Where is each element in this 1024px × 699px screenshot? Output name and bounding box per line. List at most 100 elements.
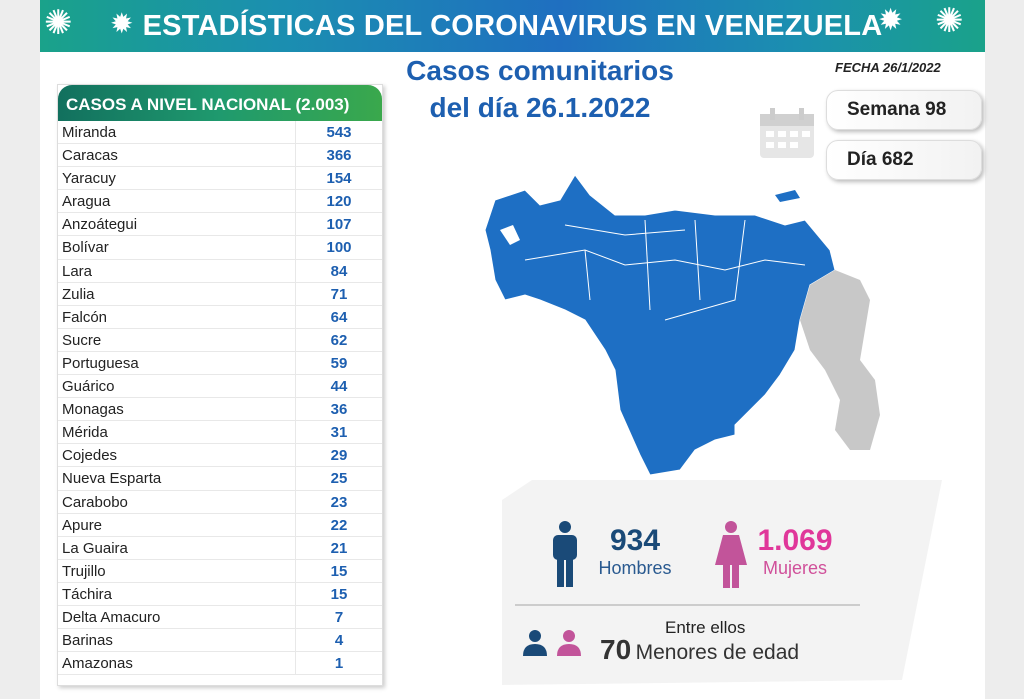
map-essequibo [800, 270, 880, 450]
case-count: 84 [330, 262, 348, 280]
case-count: 1 [334, 655, 344, 673]
state-name: Zulia [58, 282, 296, 305]
table-row: Sucre 62 [58, 328, 382, 352]
men-stat: 934 Hombres [590, 524, 680, 579]
date-label: FECHA 26/1/2022 [835, 60, 941, 75]
women-stat: 1.069 Mujeres [750, 524, 840, 579]
state-name: Aragua [58, 190, 296, 213]
case-count: 36 [330, 401, 348, 419]
state-name: Táchira [58, 582, 296, 605]
children-icon [523, 630, 581, 656]
minors-count: 70 [600, 634, 632, 665]
state-name: Mérida [58, 421, 296, 444]
case-count: 366 [326, 147, 352, 165]
virus-icon: ✺ [44, 4, 73, 42]
case-count: 31 [330, 424, 348, 442]
state-name: Carabobo [58, 490, 296, 513]
state-name: La Guaira [58, 536, 296, 559]
case-count: 100 [326, 239, 352, 257]
minors-label: Menores de edad [635, 641, 800, 664]
state-name: Barinas [58, 629, 296, 652]
table-row: Trujillo 15 [58, 559, 382, 583]
case-count: 21 [330, 539, 348, 557]
table-row: Lara 84 [58, 259, 382, 283]
table-row: Bolívar 100 [58, 236, 382, 260]
table-row: Miranda 543 [58, 121, 382, 145]
case-count: 22 [330, 516, 348, 534]
state-name: Trujillo [58, 559, 296, 582]
table-row: Delta Amacuro 7 [58, 605, 382, 630]
table-row: Amazonas 1 [58, 652, 382, 676]
table-row: Anzoátegui 107 [58, 213, 382, 237]
case-count: 543 [326, 124, 352, 141]
state-name: Amazonas [58, 652, 296, 675]
state-name: Yaracuy [58, 167, 296, 190]
state-name: Falcón [58, 305, 296, 328]
state-name: Delta Amacuro [58, 605, 296, 629]
state-name: Lara [58, 259, 296, 282]
state-name: Sucre [58, 328, 296, 351]
table-row: Barinas 4 [58, 629, 382, 653]
woman-icon [715, 521, 747, 588]
divider [515, 604, 860, 606]
case-count: 29 [330, 447, 348, 465]
table-row: Caracas 366 [58, 144, 382, 168]
table-row: La Guaira 21 [58, 536, 382, 560]
minors-stat: 70 Menores de edad [600, 634, 799, 666]
infographic: ✺ ✹ ESTADÍSTICAS DEL CORONAVIRUS EN VENE… [40, 0, 985, 699]
case-count: 154 [326, 170, 352, 188]
case-count: 7 [334, 608, 344, 626]
table-row: Cojedes 29 [58, 444, 382, 468]
virus-icon: ✹ [878, 4, 904, 37]
minors-intro: Entre ellos [665, 618, 746, 637]
state-name: Miranda [58, 121, 296, 144]
day-badge: Día 682 [826, 140, 982, 180]
case-count: 120 [326, 193, 352, 211]
case-count: 59 [330, 354, 348, 372]
virus-icon: ✺ [935, 2, 964, 40]
calendar-icon [760, 108, 814, 158]
state-name: Guárico [58, 375, 296, 398]
table-row: Táchira 15 [58, 582, 382, 606]
state-name: Monagas [58, 398, 296, 421]
cases-table: CASOS A NIVEL NACIONAL (2.003) Miranda 54… [57, 84, 383, 686]
table-header: CASOS A NIVEL NACIONAL (2.003) [58, 85, 382, 121]
case-count: 44 [330, 378, 348, 396]
state-name: Cojedes [58, 444, 296, 467]
men-label: Hombres [598, 558, 672, 578]
page-title: ESTADÍSTICAS DEL CORONAVIRUS EN VENEZUEL… [142, 10, 883, 42]
subtitle: Casos comunitarios del día 26.1.2022 [390, 52, 690, 126]
case-count: 15 [330, 562, 348, 580]
table-row: Monagas 36 [58, 398, 382, 422]
case-count: 71 [330, 285, 348, 303]
case-count: 23 [330, 493, 348, 511]
case-count: 15 [330, 585, 348, 603]
women-count: 1.069 [757, 524, 833, 557]
table-row: Portuguesa 59 [58, 351, 382, 376]
table-row: Guárico 44 [58, 375, 382, 399]
case-count: 64 [330, 308, 348, 326]
man-icon [553, 521, 577, 587]
map-venezuela-states [484, 174, 836, 476]
state-name: Anzoátegui [58, 213, 296, 236]
subtitle-line-2: del día 26.1.2022 [429, 92, 651, 123]
state-name: Bolívar [58, 236, 296, 259]
week-badge: Semana 98 [826, 90, 982, 130]
table-row: Yaracuy 154 [58, 167, 382, 191]
state-name: Nueva Esparta [58, 467, 296, 490]
table-row: Nueva Esparta 25 [58, 467, 382, 491]
state-name: Portuguesa [58, 351, 296, 375]
table-row: Zulia 71 [58, 282, 382, 306]
case-count: 25 [330, 470, 348, 488]
title-banner: ✺ ✹ ESTADÍSTICAS DEL CORONAVIRUS EN VENE… [40, 0, 985, 52]
case-count: 62 [330, 331, 348, 349]
men-count: 934 [609, 524, 661, 557]
table-row: Apure 22 [58, 513, 382, 537]
venezuela-map [484, 174, 880, 476]
table-row: Aragua 120 [58, 190, 382, 214]
table-row: Falcón 64 [58, 305, 382, 329]
state-name: Caracas [58, 144, 296, 167]
table-row: Carabobo 23 [58, 490, 382, 514]
women-label: Mujeres [762, 558, 828, 578]
virus-icon: ✹ [110, 8, 134, 39]
